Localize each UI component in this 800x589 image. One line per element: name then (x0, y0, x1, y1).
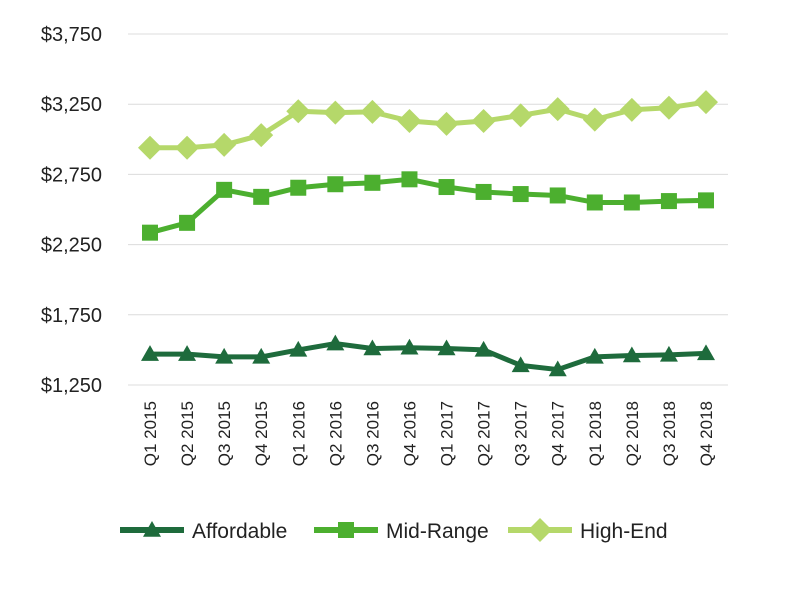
data-point (141, 345, 159, 361)
data-point (178, 345, 197, 361)
data-point (475, 183, 492, 200)
data-point (659, 345, 678, 362)
y-tick-label: $2,250 (41, 235, 102, 257)
data-point (290, 179, 307, 196)
legend-marker (143, 521, 161, 537)
data-point (360, 99, 385, 124)
data-point (138, 135, 162, 160)
data-point (582, 107, 607, 132)
x-tick-label: Q1 2016 (289, 401, 308, 466)
data-point (697, 344, 715, 361)
data-point (364, 174, 381, 191)
x-tick-label: Q2 2018 (623, 401, 642, 466)
data-point (619, 97, 644, 122)
data-point (548, 360, 567, 377)
series-high-end (138, 90, 718, 160)
data-point (252, 347, 271, 364)
data-point (508, 103, 533, 128)
x-tick-label: Q4 2017 (549, 401, 568, 466)
data-point (512, 186, 529, 203)
y-tick-label: $2,750 (41, 164, 102, 186)
data-point (323, 100, 348, 125)
data-point (660, 193, 677, 210)
x-tick-label: Q2 2017 (475, 401, 494, 466)
legend-item: Mid-Range (314, 520, 489, 543)
data-point (656, 95, 681, 120)
data-point (212, 132, 237, 157)
legend-marker (338, 522, 354, 538)
data-point (326, 334, 345, 351)
data-point (253, 188, 270, 205)
data-point (623, 194, 640, 211)
series-affordable (141, 334, 715, 377)
data-point (401, 171, 418, 188)
data-point (586, 194, 603, 211)
data-point (585, 347, 604, 364)
data-point (471, 109, 496, 134)
x-tick-label: Q3 2017 (512, 401, 531, 466)
data-point (216, 181, 233, 198)
series-mid-range (142, 171, 714, 241)
x-tick-label: Q3 2015 (215, 401, 234, 466)
x-tick-label: Q2 2016 (326, 401, 345, 466)
legend-label: Mid-Range (386, 520, 489, 543)
data-point (286, 99, 311, 124)
x-tick-label: Q4 2015 (252, 401, 271, 466)
x-tick-label: Q4 2016 (400, 401, 419, 466)
series-line (150, 99, 707, 151)
x-tick-label: Q4 2018 (697, 401, 716, 466)
x-tick-label: Q1 2015 (141, 401, 160, 466)
x-axis-ticks: Q1 2015 Q2 2015 Q3 2015 Q4 2015 Q1 2016 Q2 20… (141, 401, 716, 466)
series-layer (138, 90, 718, 377)
data-point (545, 97, 570, 122)
y-tick-label: $1,750 (41, 305, 102, 327)
data-point (397, 109, 422, 134)
data-point (438, 179, 455, 196)
data-point (179, 214, 196, 231)
x-tick-label: Q2 2015 (178, 401, 197, 466)
data-point (698, 192, 714, 209)
x-tick-label: Q1 2017 (438, 401, 457, 466)
legend-label: High-End (580, 520, 668, 543)
x-tick-label: Q3 2018 (660, 401, 679, 466)
legend-label: Affordable (192, 520, 287, 543)
data-point (400, 338, 419, 355)
data-point (289, 340, 308, 357)
series-line (149, 176, 707, 236)
x-tick-label: Q1 2018 (586, 401, 605, 466)
data-point (622, 346, 641, 363)
data-point (175, 135, 200, 160)
y-tick-label: $3,750 (41, 24, 102, 46)
gridlines (128, 33, 728, 386)
data-point (249, 123, 274, 148)
data-point (549, 187, 566, 204)
y-axis-ticks: $1,250 $1,750 $2,250 $2,750 $3,250 $3,750 (41, 24, 102, 397)
data-point (215, 347, 234, 364)
data-point (142, 224, 158, 241)
series-line (150, 341, 707, 373)
legend-item: High-End (508, 518, 668, 543)
y-tick-label: $3,250 (41, 94, 102, 116)
data-point (327, 176, 344, 193)
y-tick-label: $1,250 (41, 375, 102, 397)
data-point (511, 356, 530, 373)
data-point (474, 340, 493, 357)
data-point (694, 90, 718, 115)
data-point (434, 111, 459, 136)
data-point (363, 339, 382, 356)
legend-item: Affordable (120, 520, 287, 543)
data-point (437, 339, 456, 356)
legend: Affordable Mid-Range High-End (120, 518, 668, 543)
legend-marker (528, 518, 552, 542)
x-tick-label: Q3 2016 (363, 401, 382, 466)
